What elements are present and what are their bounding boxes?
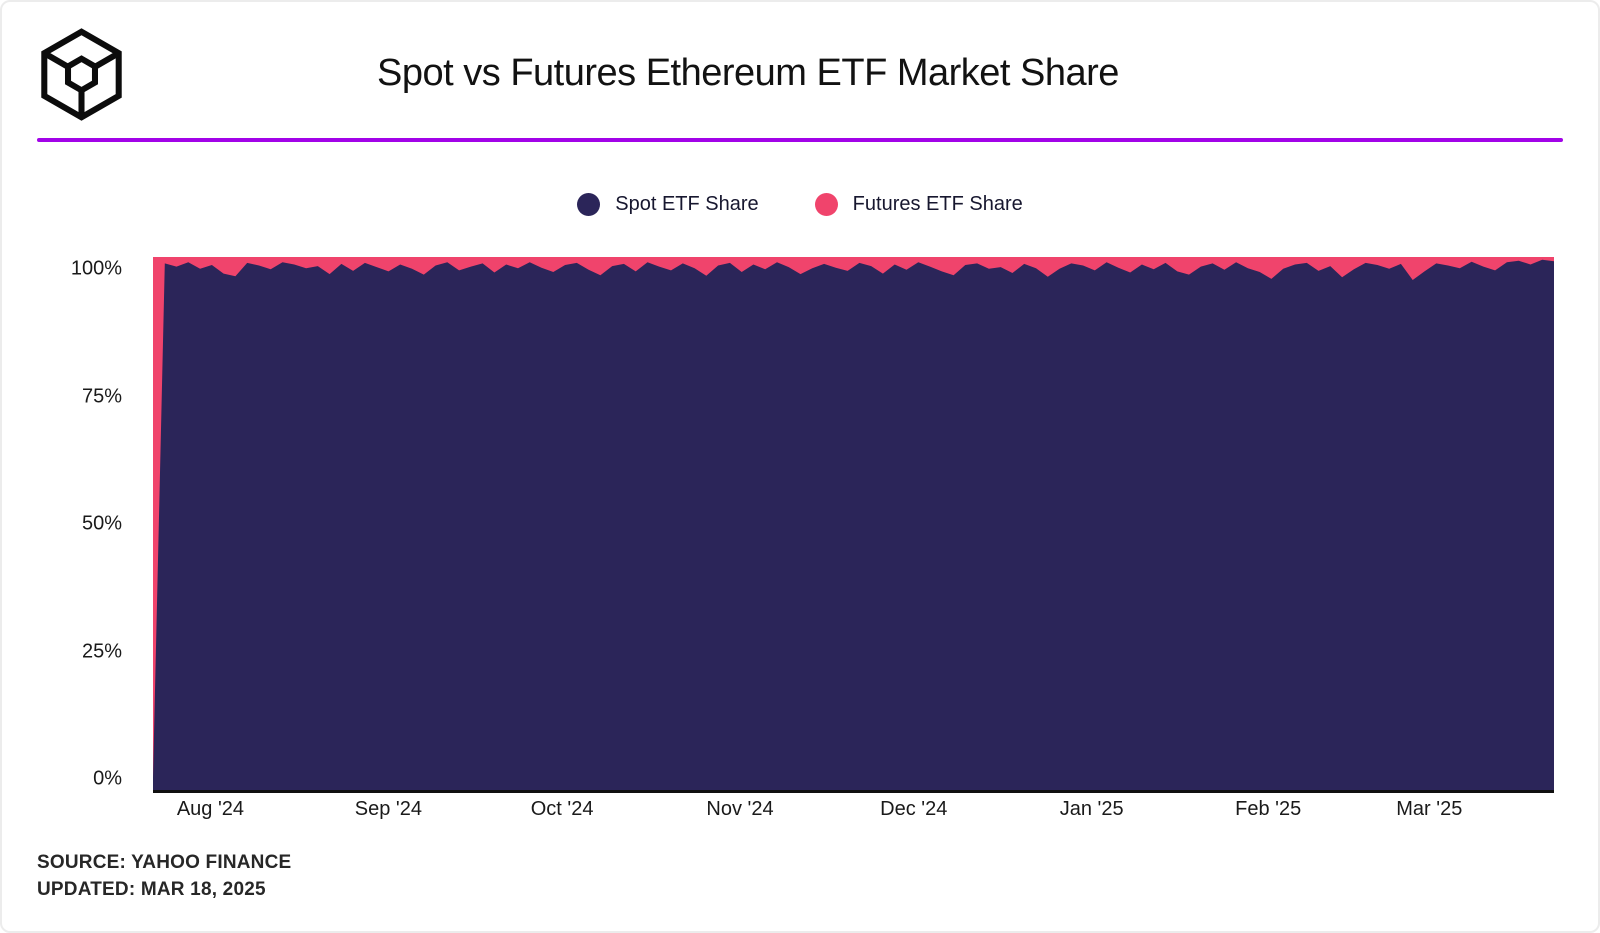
- y-tick-label: 50%: [81, 512, 122, 535]
- area-chart-canvas[interactable]: [153, 257, 1554, 791]
- y-tick-label: 75%: [81, 385, 122, 407]
- x-tick-label: Dec '24: [880, 798, 948, 820]
- y-axis: 100% 75% 50% 25% 0%: [32, 257, 122, 791]
- stacked-area-plot[interactable]: [153, 257, 1554, 793]
- x-tick-label: Nov '24: [706, 798, 774, 820]
- wireframe-cube-logo-icon: [41, 28, 122, 121]
- y-tick-label: 100%: [70, 257, 122, 280]
- spot-legend-swatch-icon: [577, 192, 601, 216]
- x-tick-label: Oct '24: [530, 798, 594, 820]
- futures-legend-swatch-icon: [814, 192, 838, 216]
- x-tick-label: Jan '25: [1059, 798, 1124, 820]
- x-tick-label: Mar '25: [1396, 798, 1463, 820]
- x-axis-line: [153, 790, 1554, 793]
- legend-label: Spot ETF Share: [615, 192, 759, 215]
- x-tick-label: Feb '25: [1235, 798, 1302, 820]
- header-accent-line: [37, 138, 1563, 142]
- x-axis: Aug '24 Sep '24 Oct '24 Nov '24 Dec '24 Jan '…: [153, 798, 1554, 828]
- x-tick-label: Sep '24: [354, 798, 422, 820]
- y-tick-label: 0%: [93, 767, 122, 790]
- legend-item-spot[interactable]: Spot ETF Share: [577, 192, 759, 216]
- source-note: SOURCE: YAHOO FINANCE UPDATED: MAR 18, 2…: [37, 849, 291, 903]
- updated-line: UPDATED: MAR 18, 2025: [37, 879, 266, 900]
- x-tick-label: Aug '24: [176, 798, 245, 820]
- page-title: Spot vs Futures Ethereum ETF Market Shar…: [377, 52, 1119, 94]
- legend-item-futures[interactable]: Futures ETF Share: [814, 192, 1023, 216]
- legend-label: Futures ETF Share: [852, 192, 1023, 215]
- source-line: SOURCE: YAHOO FINANCE: [37, 852, 292, 873]
- y-tick-label: 25%: [81, 640, 122, 662]
- chart-legend: Spot ETF Share Futures ETF Share: [2, 187, 1598, 221]
